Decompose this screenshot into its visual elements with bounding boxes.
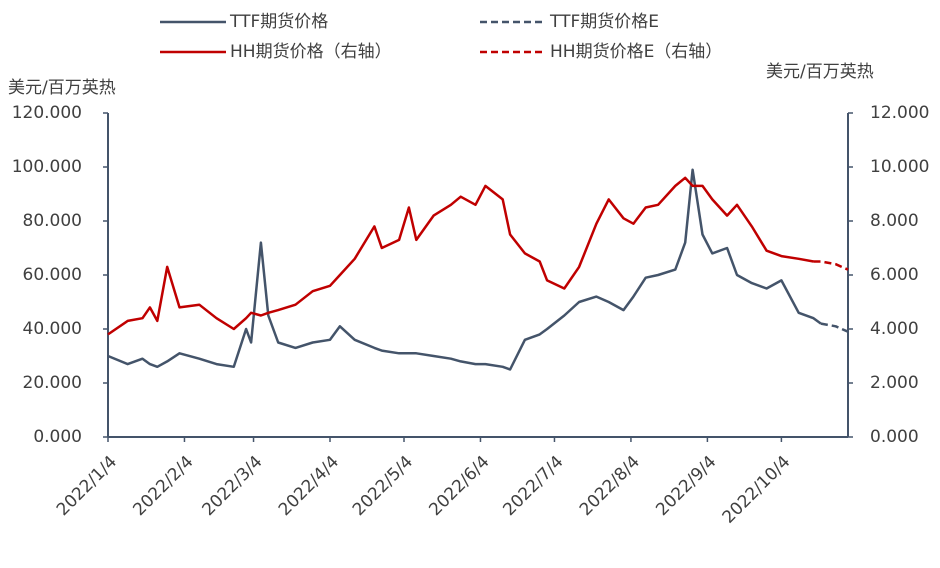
y2-axis-title: 美元/百万英热 xyxy=(766,62,874,82)
y-tick-label: 40.000 xyxy=(23,319,82,339)
series-line xyxy=(820,322,849,333)
legend-label: TTF期货价格E xyxy=(549,12,659,32)
series-line xyxy=(813,260,849,271)
x-tick-label: 2022/9/4 xyxy=(652,452,720,520)
x-tick-label: 2022/3/4 xyxy=(198,452,266,520)
x-tick-label: 2022/7/4 xyxy=(499,452,567,520)
y-tick-label: 20.000 xyxy=(23,373,82,393)
y-axis-title: 美元/百万英热 xyxy=(8,78,116,98)
legend-label: TTF期货价格 xyxy=(229,12,328,32)
x-tick-label: 2022/10/4 xyxy=(719,452,795,528)
y2-tick-label: 8.000 xyxy=(870,211,919,231)
y-tick-label: 0.000 xyxy=(33,427,82,447)
y-tick-label: 60.000 xyxy=(23,265,82,285)
y2-tick-label: 6.000 xyxy=(870,265,919,285)
series-line xyxy=(107,176,814,336)
x-tick-label: 2022/5/4 xyxy=(349,452,417,520)
legend-label: HH期货价格（右轴） xyxy=(230,42,392,62)
x-tick-label: 2022/1/4 xyxy=(53,452,121,520)
y2-tick-label: 4.000 xyxy=(870,319,919,339)
y-tick-label: 80.000 xyxy=(23,211,82,231)
y2-tick-label: 0.000 xyxy=(870,427,919,447)
y-tick-label: 120.000 xyxy=(12,103,82,123)
x-tick-label: 2022/6/4 xyxy=(425,452,493,520)
x-tick-label: 2022/4/4 xyxy=(275,452,343,520)
y-tick-label: 100.000 xyxy=(12,157,82,177)
series-line xyxy=(107,168,822,371)
x-tick-label: 2022/8/4 xyxy=(576,452,644,520)
legend-label: HH期货价格E（右轴） xyxy=(550,42,722,62)
x-tick-label: 2022/2/4 xyxy=(129,452,197,520)
y2-tick-label: 2.000 xyxy=(870,373,919,393)
y2-tick-label: 10.000 xyxy=(870,157,929,177)
y2-tick-label: 12.000 xyxy=(870,103,929,123)
